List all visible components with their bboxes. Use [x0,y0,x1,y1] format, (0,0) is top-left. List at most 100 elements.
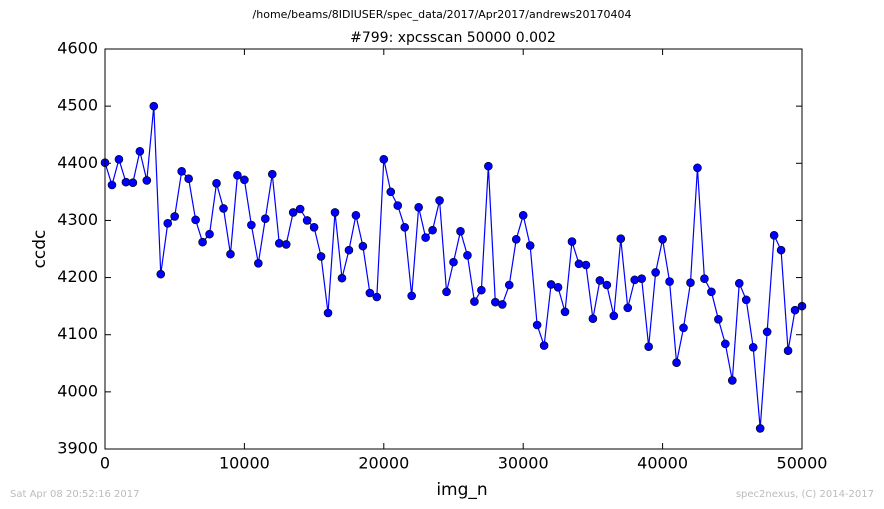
data-point [281,240,291,249]
data-point [421,233,430,242]
data-point [163,218,173,228]
data-point [254,258,263,268]
data-point [344,245,354,255]
y-tick-label: 3900 [57,439,98,458]
data-point [128,178,138,188]
data-point [435,196,444,205]
data-point [525,241,535,250]
data-point [233,170,242,180]
data-point [470,297,479,306]
suptitle: /home/beams/8IDIUSER/spec_data/2017/Apr2… [253,8,632,21]
credit: spec2nexus, (C) 2014-2017 [736,489,874,500]
data-point [226,249,235,259]
data-point [149,101,159,111]
data-point [741,295,751,305]
data-point [463,250,472,260]
data-point [609,311,619,321]
data-point [714,314,723,324]
data-line [104,106,803,429]
data-point [316,252,326,261]
x-tick-label: 50000 [777,454,828,473]
data-point [247,220,256,230]
y-tick-label: 4400 [57,153,98,172]
data-point [553,282,563,292]
data-point [442,287,451,297]
data-point [672,358,681,368]
data-point [135,146,145,156]
data-point [511,234,521,244]
data-point [414,202,423,212]
data-point [407,291,416,301]
data-point [755,424,765,433]
data-point [574,259,584,269]
y-tick-label: 4200 [57,267,98,286]
data-point [588,314,598,324]
data-point [665,277,674,286]
data-point [539,341,549,350]
data-point [365,288,375,298]
data-point [644,342,653,352]
data-point [602,280,612,290]
data-point [477,285,486,295]
data-point [783,346,793,356]
data-point [184,174,193,184]
data-point [274,238,284,248]
data-point [330,208,340,217]
data-point [337,273,347,283]
data-point [700,274,709,284]
plot-frame [104,48,803,450]
chart-title: #799: xpcsscan 50000 0.002 [350,30,556,46]
data-point [456,226,465,236]
data-point [707,287,716,297]
data-point [288,208,298,217]
data-point [637,274,646,284]
data-point [205,229,214,239]
data-point [372,292,382,302]
data-point [400,222,410,232]
data-point [567,237,577,246]
data-point [790,305,800,315]
data-point [532,320,542,330]
data-point [191,215,200,225]
y-tick-label: 4300 [57,210,98,229]
data-point [581,260,591,270]
data-point [658,234,667,244]
timestamp: Sat Apr 08 20:52:16 2017 [10,489,140,500]
data-point [748,342,758,352]
data-point [776,245,786,255]
data-point [623,303,633,313]
data-point [734,278,744,288]
data-point [630,275,640,285]
x-tick-label: 10000 [219,454,270,473]
data-point [595,276,605,285]
data-point [560,307,570,317]
data-point [679,323,688,333]
data-point [156,269,166,279]
data-point [267,169,277,179]
data-point [170,212,179,221]
x-tick-label: 0 [100,454,110,473]
data-point [358,241,368,251]
data-point [449,257,458,267]
data-point [484,161,493,171]
x-tick-label: 20000 [358,454,409,473]
data-point [295,204,305,214]
data-point [261,214,270,224]
data-point [198,237,207,247]
data-point [504,280,514,290]
data-point [114,154,124,164]
data-point [302,216,312,225]
data-point [107,180,117,190]
x-tick-label: 40000 [637,454,688,473]
data-point [769,230,779,240]
data-point [762,327,772,337]
data-point [379,154,389,164]
data-point [212,178,221,188]
data-point [651,268,660,277]
x-tick-label: 30000 [498,454,549,473]
data-point [240,175,249,185]
data-point [177,166,186,176]
data-point [386,187,396,197]
y-tick-label: 4100 [57,324,98,343]
